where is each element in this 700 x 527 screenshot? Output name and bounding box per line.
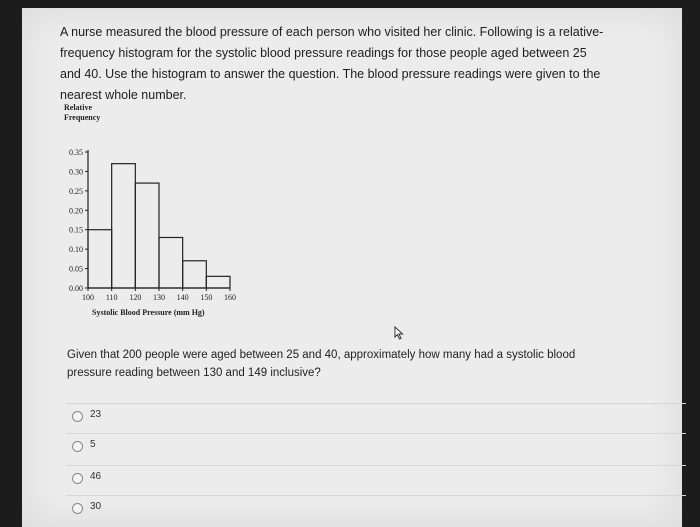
question-line: Given that 200 people were aged between … <box>67 349 576 361</box>
histogram-bar <box>158 236 184 289</box>
x-ticks: 100 110 120 130 140 150 160 <box>82 288 236 302</box>
radio-button[interactable] <box>72 503 83 514</box>
y-tick-label: 0.10 <box>69 245 83 254</box>
intro-line: A nurse measured the blood pressure of e… <box>60 25 604 39</box>
y-tick-label: 0.00 <box>69 284 83 293</box>
question-line: pressure reading between 130 and 149 inc… <box>67 367 321 379</box>
histogram-bar <box>111 163 136 289</box>
intro-line: and 40. Use the histogram to answer the … <box>60 67 601 81</box>
y-tick-label: 0.30 <box>69 167 83 176</box>
answer-option[interactable]: 5 <box>66 433 686 460</box>
intro-line: frequency histogram for the systolic blo… <box>60 46 587 60</box>
answer-option[interactable]: 23 <box>66 403 686 430</box>
intro-line: nearest whole number. <box>60 88 187 102</box>
histogram-bar <box>87 229 113 289</box>
radio-button[interactable] <box>72 411 83 422</box>
mouse-cursor-icon <box>394 326 404 340</box>
x-tick-label: 130 <box>153 293 165 302</box>
y-tick-label: 0.20 <box>69 206 83 215</box>
radio-button[interactable] <box>72 441 83 452</box>
problem-text: A nurse measured the blood pressure of e… <box>60 22 660 106</box>
option-label: 30 <box>90 501 102 512</box>
y-axis-title-line1: Relative <box>64 103 92 112</box>
x-tick-label: 100 <box>82 293 94 302</box>
x-tick-label: 110 <box>106 293 118 302</box>
y-tick-label: 0.35 <box>69 148 83 157</box>
option-label: 23 <box>90 409 102 420</box>
histogram-bar <box>134 182 160 289</box>
radio-button[interactable] <box>72 473 83 484</box>
x-axis-title: Systolic Blood Pressure (mm Hg) <box>92 308 205 317</box>
answer-option[interactable]: 30 <box>66 495 686 522</box>
x-tick-label: 140 <box>177 293 189 302</box>
x-tick-label: 120 <box>129 293 141 302</box>
y-axis-title-line2: Frequency <box>64 113 100 122</box>
question-text: Given that 200 people were aged between … <box>67 346 667 382</box>
y-tick-label: 0.05 <box>69 265 83 274</box>
option-label: 5 <box>90 439 96 450</box>
x-tick-label: 150 <box>200 293 212 302</box>
histogram-bar <box>182 260 207 289</box>
histogram-bars <box>87 163 231 289</box>
y-ticks: 0.35 0.30 0.25 0.20 0.15 0.10 0.05 0.00 <box>69 148 88 293</box>
histogram-bar <box>205 275 231 289</box>
y-tick-label: 0.15 <box>69 226 83 235</box>
y-tick-label: 0.25 <box>69 187 83 196</box>
x-tick-label: 160 <box>224 293 236 302</box>
answer-option[interactable]: 46 <box>66 465 686 492</box>
question-card: A nurse measured the blood pressure of e… <box>22 8 686 527</box>
option-label: 46 <box>90 471 102 482</box>
histogram-chart: Relative Frequency 0.350.300.250.200.150… <box>64 103 236 317</box>
